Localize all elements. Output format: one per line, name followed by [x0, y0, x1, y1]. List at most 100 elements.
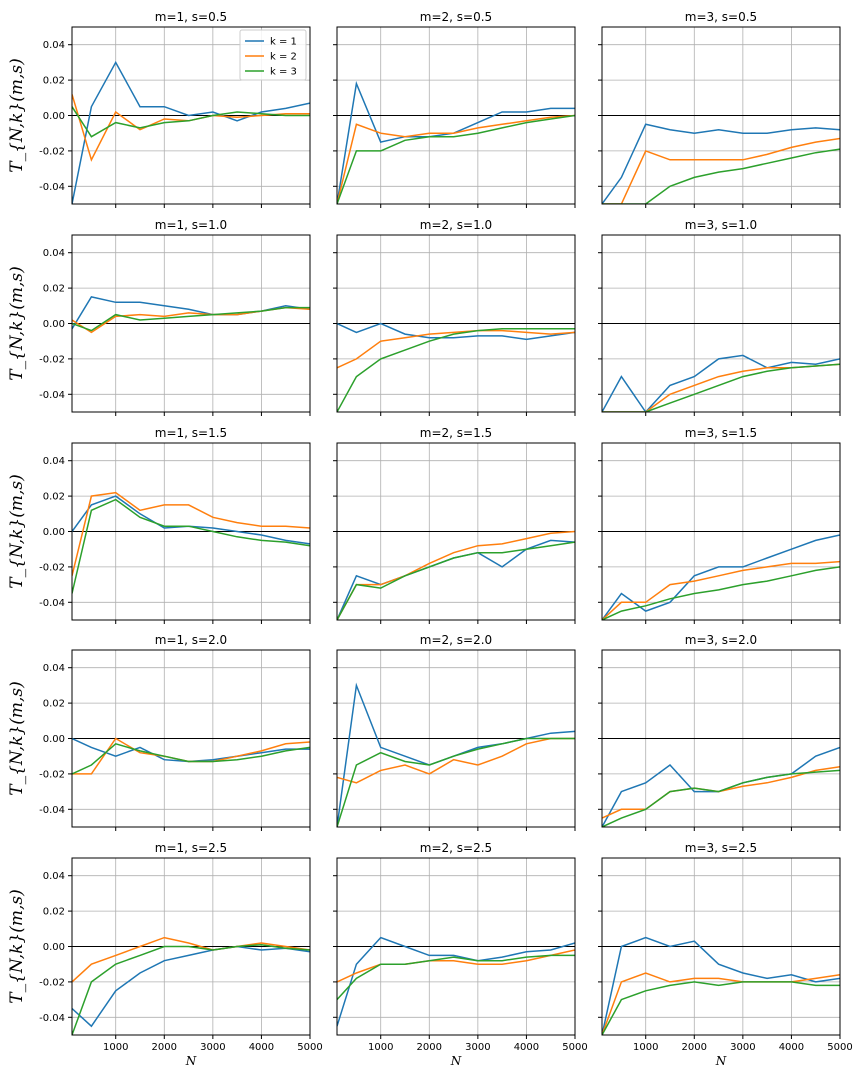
series-line-k2	[602, 766, 840, 819]
y-tick-label: -0.04	[39, 390, 65, 401]
series-line-k1	[72, 945, 310, 1028]
series-line-k3	[337, 954, 575, 1001]
series-line-k3	[602, 566, 840, 620]
series-line-k3	[72, 306, 310, 332]
panel-14: m=2, s=2.5 1000 2000 3000 4000 5000 N	[333, 841, 588, 1068]
x-tick-label: 1000	[633, 1042, 658, 1053]
panel-title: m=1, s=1.5	[155, 426, 227, 440]
panel-title: m=1, s=1.0	[155, 218, 227, 232]
y-tick-label: -0.02	[39, 977, 65, 988]
series-line-k1	[602, 746, 840, 827]
series-line-k3	[602, 363, 840, 412]
series-line-k2	[602, 972, 840, 1035]
x-tick-label: 1000	[368, 1042, 393, 1053]
legend: k = 1 k = 2 k = 3	[239, 29, 307, 81]
panel-title: m=1, s=0.5	[155, 10, 227, 24]
series-line-k1	[602, 123, 840, 204]
legend-label-k1: k = 1	[270, 37, 297, 48]
legend-label-k2: k = 2	[270, 52, 297, 63]
series-line-k2	[337, 329, 575, 369]
y-tick-label: 0.02	[43, 699, 65, 710]
panel-8: m=2, s=1.5	[333, 426, 576, 624]
series-line-k3	[72, 943, 310, 1035]
panel-title: m=1, s=2.5	[155, 841, 227, 855]
panel-title: m=3, s=0.5	[685, 10, 757, 24]
y-tick-label: 0.00	[43, 527, 65, 538]
x-tick-label: 4000	[249, 1042, 274, 1053]
y-tick-label: -0.02	[39, 354, 65, 365]
y-tick-label: -0.04	[39, 182, 65, 193]
y-tick-label: -0.02	[39, 146, 65, 157]
y-tick-label: 0.04	[43, 40, 65, 51]
panel-4: m=1, s=1.0 -0.04 -0.02 0.00 0.02 0.04 T_{N,k}(…	[7, 218, 311, 416]
y-tick-label: 0.02	[43, 907, 65, 918]
panel-15: m=3, s=2.5 1000 2000 3000 4000 5000 N	[598, 841, 853, 1068]
legend-label-k3: k = 3	[270, 67, 297, 78]
x-tick-label: 3000	[465, 1042, 490, 1053]
y-axis-label: T_{N,k}(m,s)	[7, 58, 27, 172]
panel-title: m=2, s=1.0	[420, 218, 492, 232]
series-line-k1	[602, 534, 840, 620]
series-line-k3	[337, 328, 575, 412]
panel-7: m=1, s=1.5 -0.04 -0.02 0.00 0.02 0.04 T_{N,k}(…	[7, 426, 311, 624]
panel-title: m=2, s=1.5	[420, 426, 492, 440]
series-line-k2	[602, 363, 840, 412]
y-tick-label: 0.02	[43, 284, 65, 295]
x-axis-label: N	[450, 1054, 462, 1068]
panel-11: m=2, s=2.0	[333, 633, 576, 831]
y-tick-label: 0.02	[43, 76, 65, 87]
x-tick-label: 2000	[682, 1042, 707, 1053]
x-tick-label: 4000	[779, 1042, 804, 1053]
panel-title: m=2, s=2.0	[420, 633, 492, 647]
y-tick-label: -0.04	[39, 598, 65, 609]
x-tick-label: 2000	[417, 1042, 442, 1053]
panel-title: m=3, s=2.0	[685, 633, 757, 647]
y-tick-label: -0.02	[39, 769, 65, 780]
series-line-k2	[602, 137, 840, 204]
series-line-k1	[602, 354, 840, 412]
x-axis-label: N	[185, 1054, 197, 1068]
series-line-k3	[337, 541, 575, 620]
y-axis-label: T_{N,k}(m,s)	[7, 266, 27, 380]
x-tick-label: 3000	[730, 1042, 755, 1053]
x-tick-label: 4000	[514, 1042, 539, 1053]
series-line-k2	[602, 560, 840, 620]
y-tick-label: 0.02	[43, 492, 65, 503]
y-axis-label: T_{N,k}(m,s)	[7, 474, 27, 588]
y-tick-label: 0.04	[43, 248, 65, 259]
x-tick-label: 5000	[827, 1042, 852, 1053]
panel-title: m=1, s=2.0	[155, 633, 227, 647]
panel-6: m=3, s=1.0	[598, 218, 841, 416]
series-line-k3	[337, 737, 575, 827]
series-line-k2	[337, 114, 575, 204]
x-axis-label: N	[715, 1054, 727, 1068]
panel-3: m=3, s=0.5	[598, 10, 841, 208]
series-line-k3	[602, 769, 840, 827]
series-line-k3	[72, 498, 310, 594]
panel-title: m=2, s=2.5	[420, 841, 492, 855]
panel-title: m=3, s=1.5	[685, 426, 757, 440]
series-line-k1	[602, 936, 840, 1035]
x-tick-label: 2000	[152, 1042, 177, 1053]
series-line-k3	[602, 981, 840, 1035]
series-line-k1	[72, 60, 310, 204]
series-line-k2	[72, 936, 310, 983]
series-line-k3	[337, 114, 575, 204]
series-line-k2	[337, 737, 575, 784]
series-line-k3	[72, 106, 310, 138]
y-axis-label: T_{N,k}(m,s)	[7, 889, 27, 1003]
series-line-k3	[72, 742, 310, 775]
y-tick-label: 0.00	[43, 319, 65, 330]
panel-2: m=2, s=0.5	[333, 10, 576, 208]
legend-box	[239, 29, 307, 81]
series-line-k1	[337, 322, 575, 341]
series-line-k2	[72, 491, 310, 576]
panel-title: m=3, s=2.5	[685, 841, 757, 855]
series-line-k2	[337, 530, 575, 620]
x-tick-label: 3000	[200, 1042, 225, 1053]
y-tick-label: 0.04	[43, 456, 65, 467]
panel-9: m=3, s=1.5	[598, 426, 841, 624]
series-line-k1	[337, 936, 575, 1027]
series-line-k3	[602, 148, 840, 204]
